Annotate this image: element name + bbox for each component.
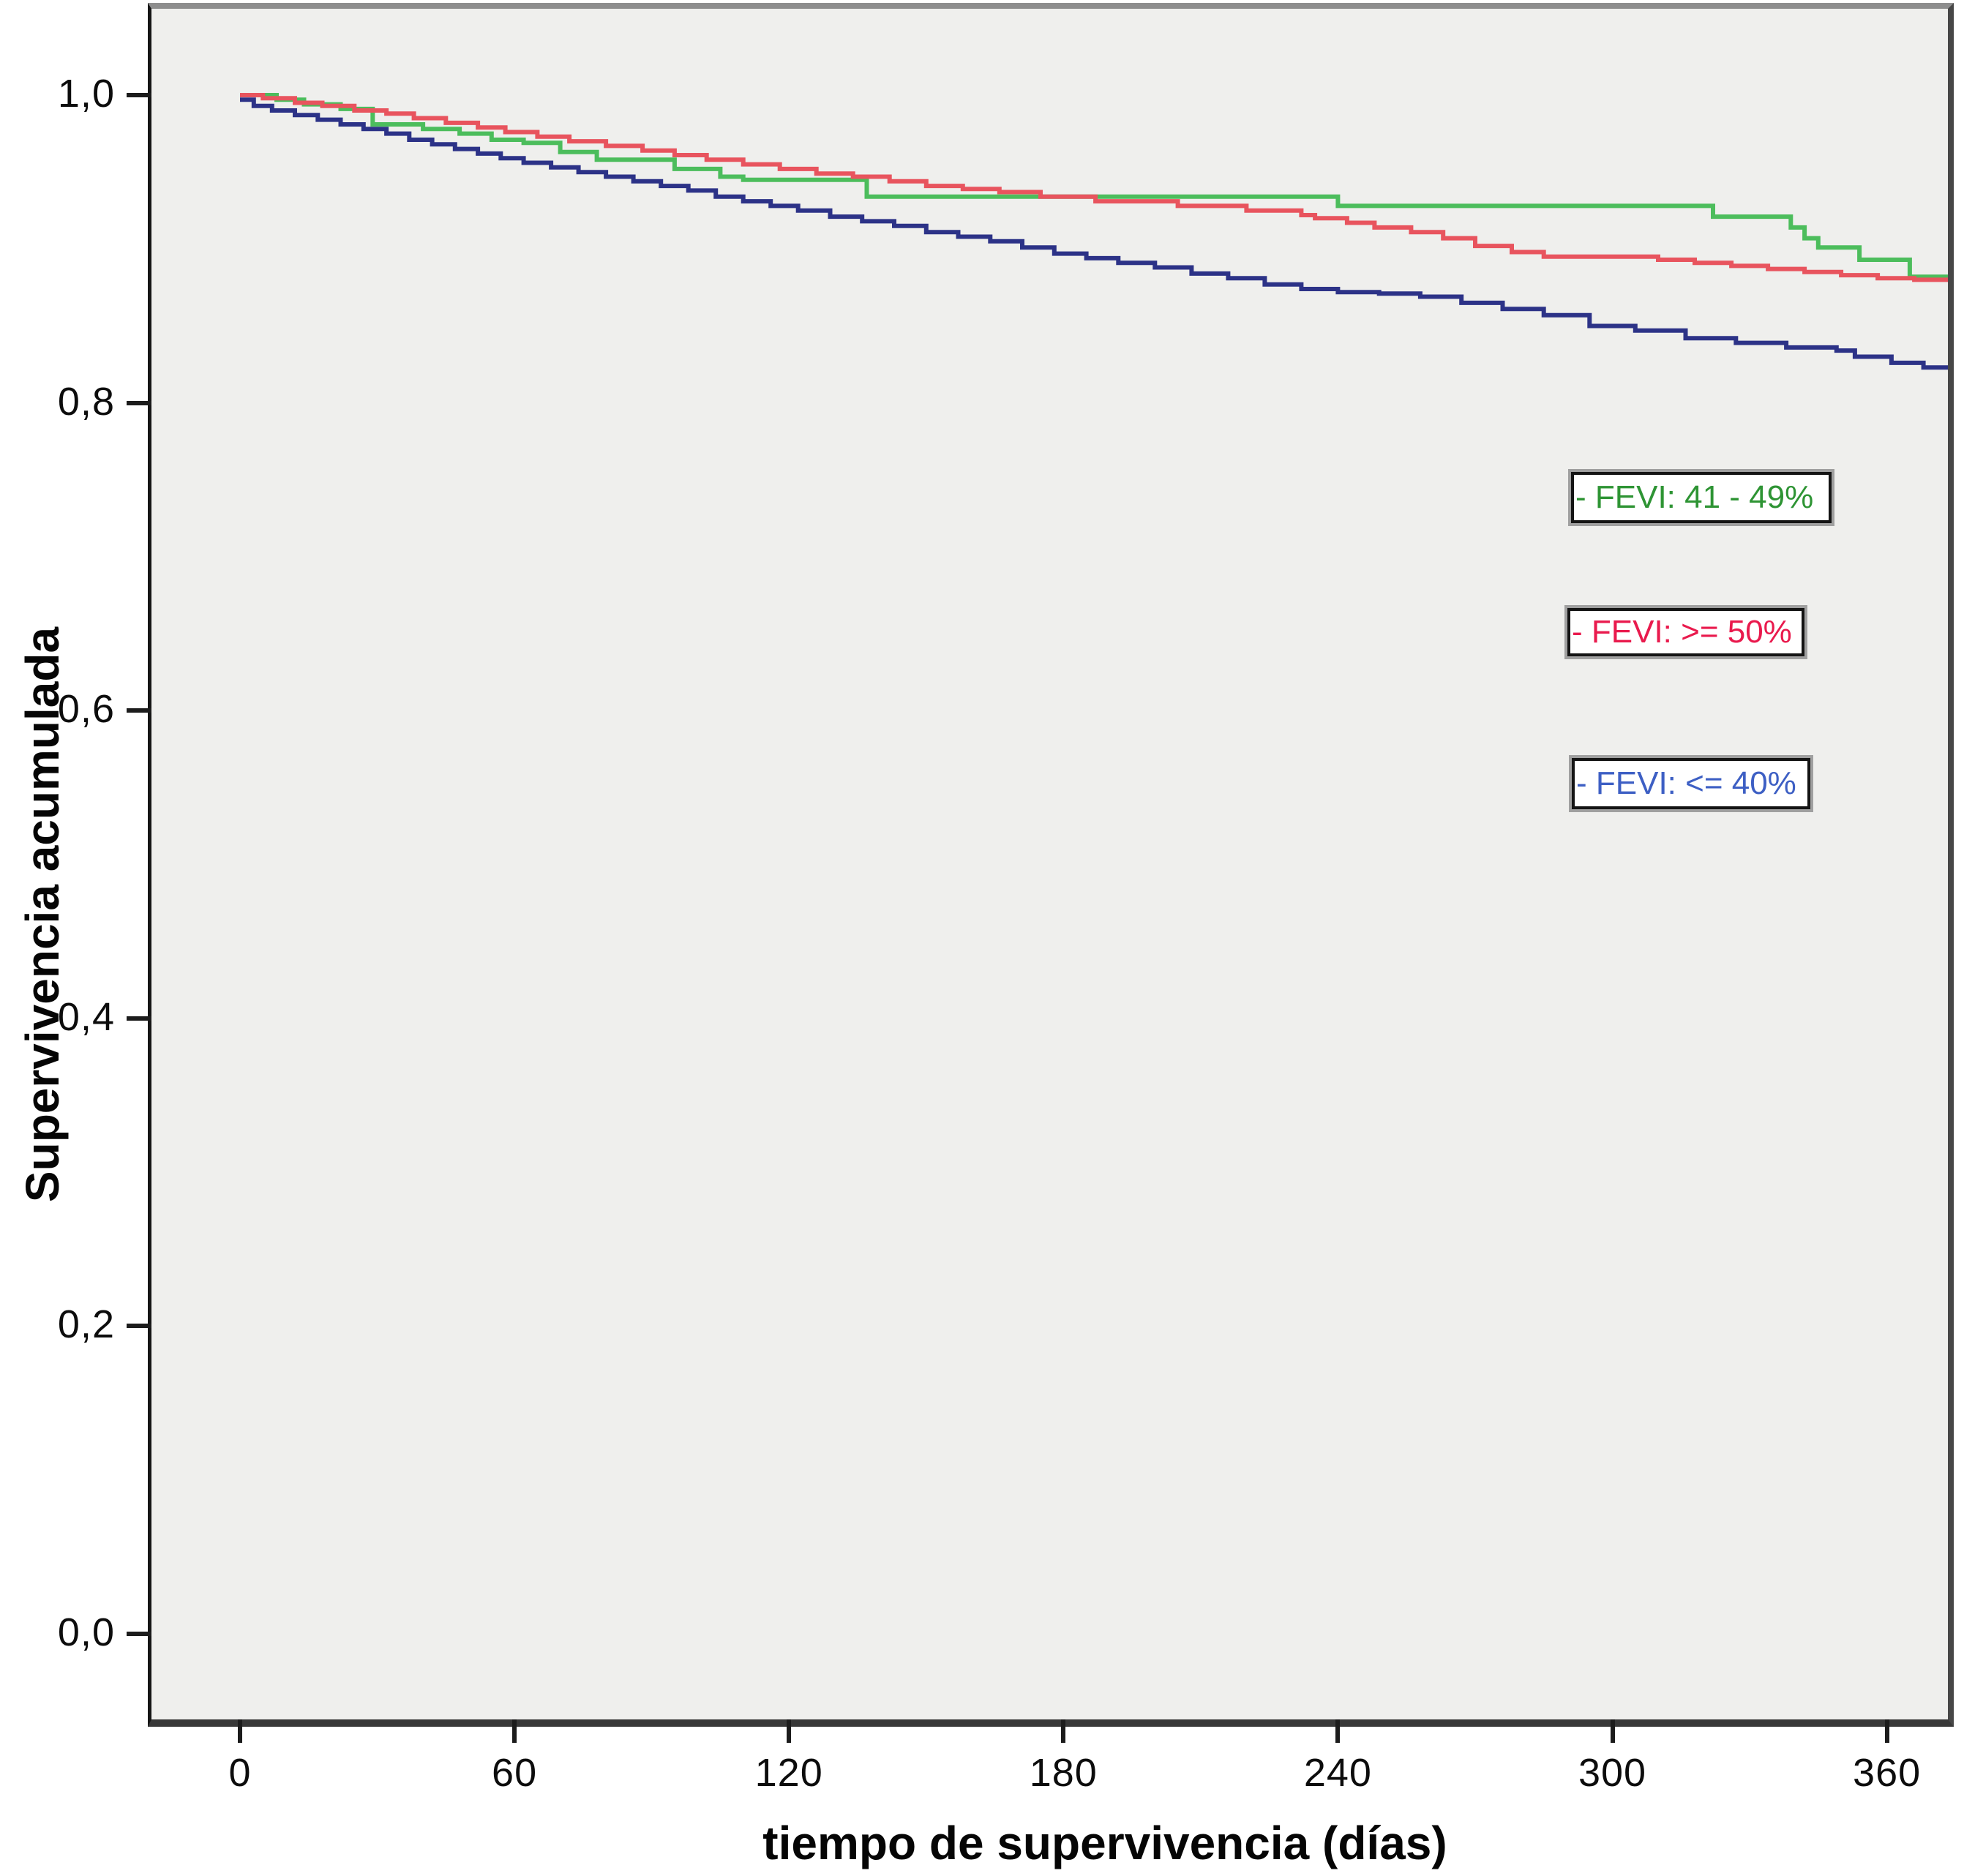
x-tick-mark (512, 1719, 517, 1743)
x-tick-mark (1061, 1719, 1066, 1743)
y-tick-label: 0,2 (57, 1302, 115, 1347)
x-axis-title: tiempo de supervivencia (días) (762, 1817, 1447, 1869)
y-tick-mark (127, 708, 151, 713)
y-tick-label: 1,0 (57, 72, 115, 116)
legend-box-fevi-le-40: - FEVI: <= 40% (1569, 755, 1813, 812)
legend-box-fevi-ge-50: - FEVI: >= 50% (1564, 605, 1807, 659)
x-tick-mark (787, 1719, 792, 1743)
legend-box-fevi-41-49: - FEVI: 41 - 49% (1568, 469, 1834, 526)
x-tick-mark (1335, 1719, 1341, 1743)
y-tick-mark (127, 1324, 151, 1329)
x-tick-mark (1610, 1719, 1615, 1743)
y-axis-title: Supervivencia acumulada (16, 626, 69, 1203)
x-tick-label: 300 (1578, 1751, 1647, 1795)
x-tick-label: 120 (754, 1751, 823, 1795)
y-tick-label: 0,4 (57, 994, 115, 1039)
x-tick-mark (238, 1719, 242, 1743)
y-tick-label: 0,6 (57, 687, 115, 732)
x-tick-label: 240 (1303, 1751, 1372, 1795)
x-tick-label: 0 (228, 1751, 252, 1795)
x-tick-label: 360 (1853, 1751, 1922, 1795)
x-tick-mark (1884, 1719, 1889, 1743)
x-tick-label: 180 (1029, 1751, 1098, 1795)
y-tick-mark (127, 1016, 151, 1021)
x-tick-label: 60 (492, 1751, 538, 1795)
y-tick-mark (127, 1632, 151, 1636)
y-tick-mark (127, 400, 151, 405)
legend-label-fevi-41-49: - FEVI: 41 - 49% (1575, 479, 1814, 515)
y-tick-label: 0,0 (57, 1610, 115, 1654)
legend-label-fevi-ge-50: - FEVI: >= 50% (1572, 614, 1792, 650)
y-tick-mark (127, 93, 151, 97)
legend-label-fevi-le-40: - FEVI: <= 40% (1576, 765, 1796, 801)
y-tick-label: 0,8 (57, 379, 115, 424)
plot-area (148, 3, 1954, 1727)
